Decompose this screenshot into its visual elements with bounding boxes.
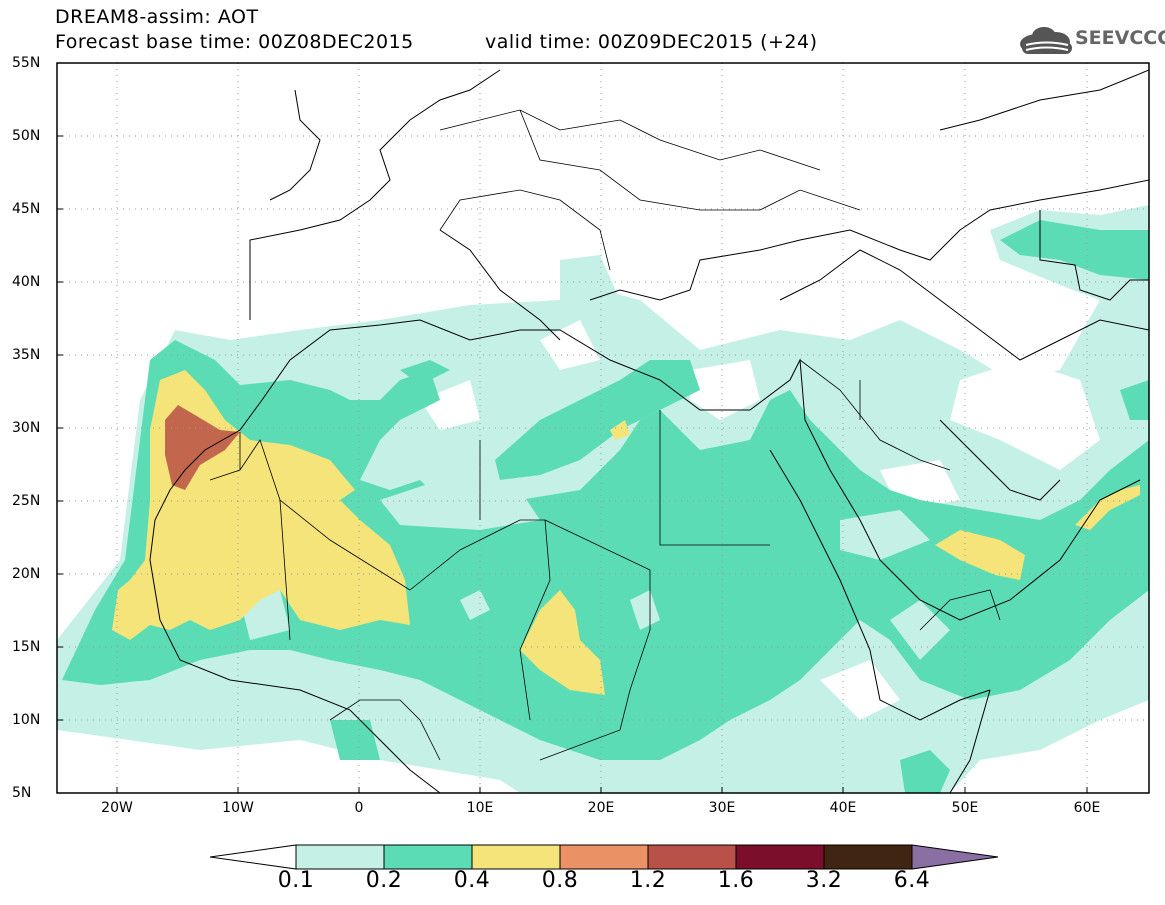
lat-label: 5N	[12, 785, 32, 801]
lon-label: 0	[354, 800, 364, 816]
lat-label: 45N	[12, 201, 41, 217]
lon-label: 40E	[829, 800, 857, 816]
lon-label: 10W	[222, 800, 254, 816]
colorbar-label: 1.6	[717, 868, 755, 893]
country-borders	[209, 109, 1001, 761]
lon-label: 60E	[1073, 800, 1101, 816]
seevccc-logo	[1020, 27, 1072, 54]
aot-1.2-1.6-area	[165, 405, 240, 490]
lat-label: 15N	[12, 639, 41, 655]
colorbar-label: 0.4	[453, 868, 491, 893]
aot-0.2-0.4-area	[62, 220, 1149, 793]
lat-label: 50N	[12, 128, 41, 144]
aot-0.1-0.2-pockets	[240, 480, 950, 660]
lat-label: 40N	[12, 274, 41, 290]
forecast-base-time: Forecast base time: 00Z08DEC2015	[55, 31, 414, 53]
lon-label: 10E	[466, 800, 494, 816]
colorbar-label: 0.8	[541, 868, 579, 893]
lat-label: 20N	[12, 566, 41, 582]
colorbar-label: 0.1	[277, 868, 315, 893]
lat-label: 35N	[12, 347, 41, 363]
lon-label: 30E	[708, 800, 736, 816]
logo-text: SEEVCCC	[1075, 27, 1165, 49]
axis-ticks	[57, 135, 1088, 793]
colorbar-label: 3.2	[805, 868, 843, 893]
colorbar-label: 0.2	[365, 868, 403, 893]
lon-label: 20W	[101, 800, 133, 816]
coastlines	[149, 69, 1149, 793]
map-title: DREAM8-assim: AOT	[55, 6, 259, 28]
lon-label: 50E	[951, 800, 979, 816]
aot-clear-areas	[57, 320, 1100, 793]
lon-label: 20E	[587, 800, 615, 816]
lat-label: 30N	[12, 420, 41, 436]
colorbar-label: 6.4	[893, 868, 931, 893]
lat-label: 55N	[12, 55, 41, 71]
valid-time: valid time: 00Z09DEC2015 (+24)	[485, 31, 818, 53]
lat-label: 25N	[12, 493, 41, 509]
lat-label: 10N	[12, 712, 41, 728]
grid-lines	[57, 63, 1149, 793]
colorbar-label: 1.2	[629, 868, 667, 893]
